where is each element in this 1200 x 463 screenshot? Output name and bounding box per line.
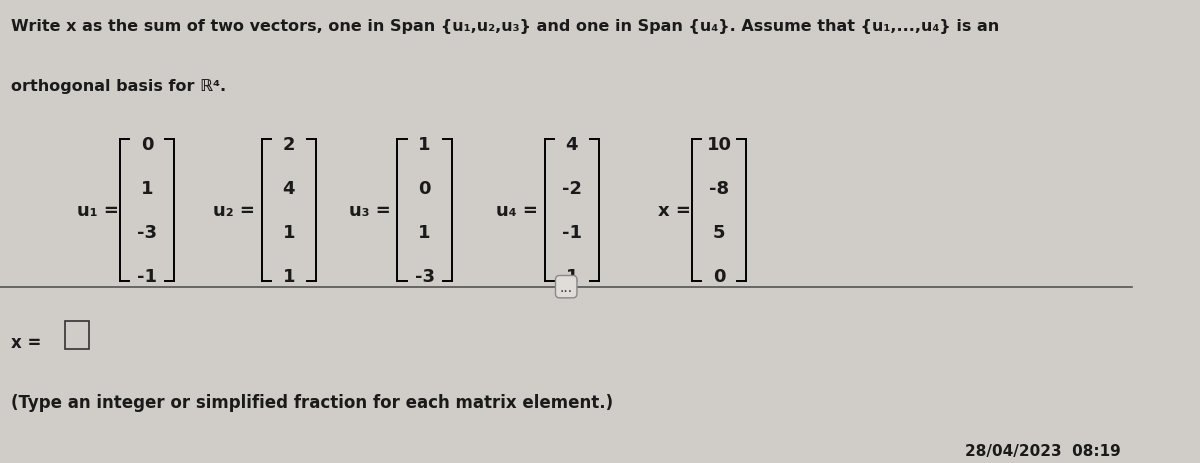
Text: orthogonal basis for ℝ⁴.: orthogonal basis for ℝ⁴. (11, 79, 227, 94)
Text: u₃ =: u₃ = (349, 202, 391, 219)
Text: u₄ =: u₄ = (496, 202, 538, 219)
Text: 1: 1 (282, 268, 295, 286)
Text: 5: 5 (713, 224, 725, 242)
Text: x =: x = (11, 333, 48, 351)
Text: 0: 0 (419, 180, 431, 198)
Text: (Type an integer or simplified fraction for each matrix element.): (Type an integer or simplified fraction … (11, 394, 613, 412)
Text: x =: x = (658, 202, 691, 219)
Text: 1: 1 (419, 136, 431, 154)
Text: 1: 1 (419, 224, 431, 242)
Text: -2: -2 (562, 180, 582, 198)
Text: Write x as the sum of two vectors, one in Span {u₁,u₂,u₃} and one in Span {u₄}. : Write x as the sum of two vectors, one i… (11, 19, 1000, 33)
Text: 4: 4 (565, 136, 578, 154)
Text: -3: -3 (137, 224, 157, 242)
Text: -3: -3 (415, 268, 434, 286)
Text: 4: 4 (282, 180, 295, 198)
Text: -1: -1 (137, 268, 157, 286)
Text: 28/04/2023  08:19: 28/04/2023 08:19 (965, 444, 1121, 458)
Text: 10: 10 (707, 136, 732, 154)
Text: -8: -8 (709, 180, 730, 198)
FancyBboxPatch shape (65, 322, 90, 350)
Text: 0: 0 (713, 268, 725, 286)
Text: u₂ =: u₂ = (212, 202, 254, 219)
Text: ...: ... (559, 280, 572, 294)
Text: 2: 2 (282, 136, 295, 154)
Text: 0: 0 (140, 136, 154, 154)
Text: u₁ =: u₁ = (77, 202, 119, 219)
Text: 1: 1 (140, 180, 154, 198)
Text: 1: 1 (565, 268, 578, 286)
Text: 1: 1 (282, 224, 295, 242)
Text: -1: -1 (562, 224, 582, 242)
